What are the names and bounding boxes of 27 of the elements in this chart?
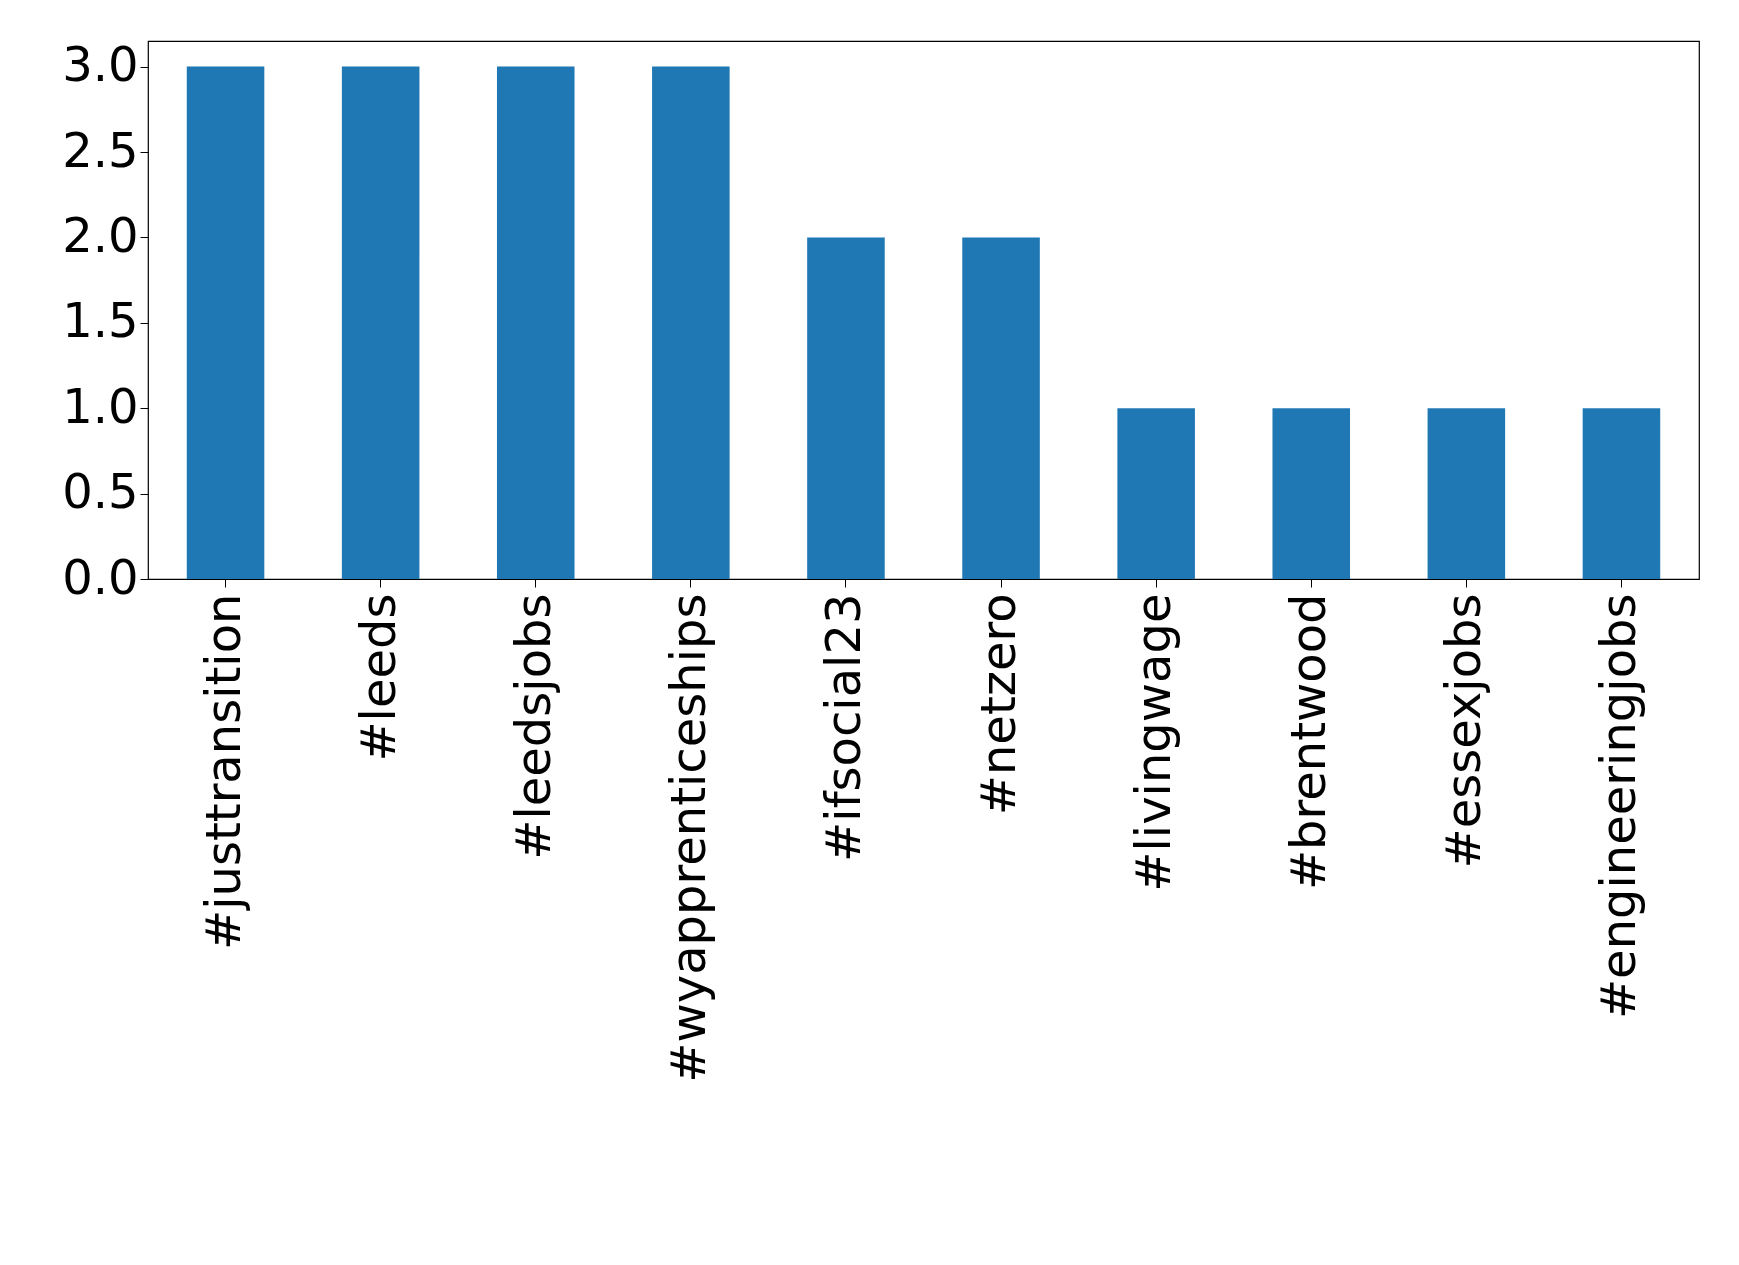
x-tick-label: #leedsjobs (504, 593, 561, 860)
x-tick-label: #brentwood (1280, 593, 1337, 891)
bar (1117, 408, 1195, 579)
y-tick-label: 2.0 (62, 206, 139, 263)
y-tick-label: 0.5 (62, 463, 139, 520)
x-tick-label: #livingwage (1125, 593, 1182, 892)
bar (496, 66, 575, 579)
bar (962, 237, 1040, 579)
bar (186, 66, 265, 579)
bar (341, 66, 420, 579)
x-tick-label: #justtransition (194, 593, 251, 950)
bar (1427, 408, 1506, 579)
x-tick-label: #engineeringjobs (1590, 593, 1647, 1020)
y-tick-label: 3.0 (62, 36, 139, 93)
x-tick-label: #netzero (970, 593, 1027, 816)
x-tick-label: #leeds (349, 593, 406, 762)
y-tick-label: 2.5 (62, 121, 139, 178)
y-tick-label: 1.0 (62, 377, 139, 434)
x-tick-label: #wyapprenticeships (659, 593, 716, 1083)
x-tick-label: #essexjobs (1435, 593, 1492, 869)
bar (807, 237, 885, 579)
bar (652, 66, 730, 579)
y-tick-label: 1.5 (62, 292, 139, 349)
y-tick-label: 0.0 (62, 548, 139, 605)
bar (1272, 408, 1351, 579)
x-tick-label: #ifsocial23 (814, 593, 871, 862)
bar (1582, 408, 1661, 579)
